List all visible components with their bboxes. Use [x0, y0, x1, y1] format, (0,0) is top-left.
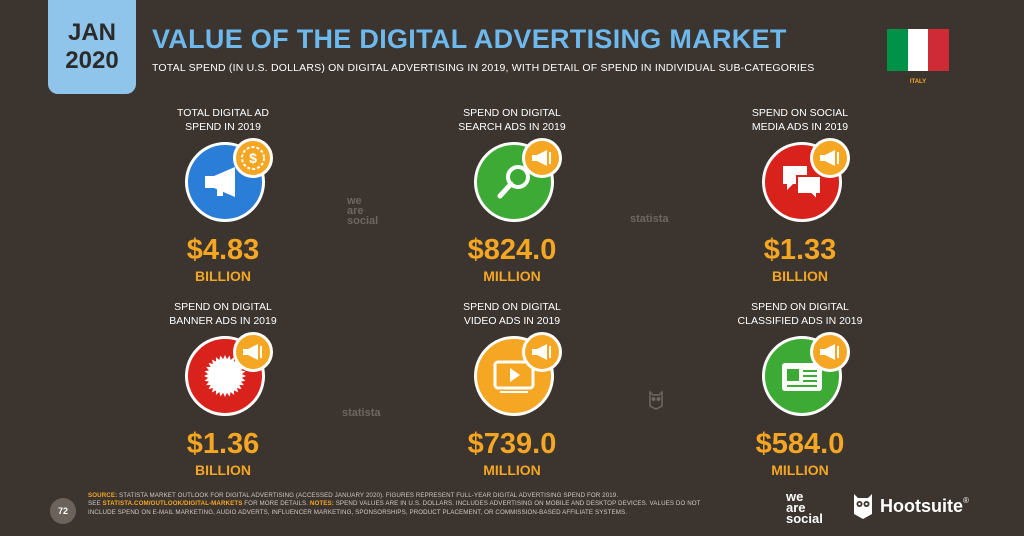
statista-watermark: statista [342, 407, 381, 419]
stat-card-unit: MILLION [483, 268, 541, 284]
registered-mark: ® [963, 496, 969, 505]
owl-watermark-icon [648, 390, 664, 412]
hootsuite-logo: Hootsuite ® [852, 492, 969, 520]
stat-card-video: SPEND ON DIGITAL VIDEO ADS IN 2019 $739.… [422, 298, 602, 478]
stat-card-unit: BILLION [772, 268, 828, 284]
megaphone-badge-icon [810, 138, 850, 178]
stat-card-label: SPEND ON DIGITAL SEARCH ADS IN 2019 [458, 107, 566, 133]
stat-card-unit: MILLION [771, 462, 829, 478]
date-badge: JAN 2020 [48, 0, 136, 94]
date-badge-month: JAN [67, 19, 116, 46]
source-text: STATISTA MARKET OUTLOOK FOR DIGITAL ADVE… [117, 492, 619, 499]
page-subtitle: TOTAL SPEND (IN U.S. DOLLARS) ON DIGITAL… [152, 62, 815, 74]
statista-watermark: statista [630, 213, 669, 225]
country-label: ITALY [909, 79, 927, 85]
dollar-coin-icon: $ [233, 138, 273, 178]
see-text: SEE [88, 500, 103, 508]
stat-card-search: SPEND ON DIGITAL SEARCH ADS IN 2019 $824… [422, 104, 602, 284]
stat-card-value: $1.36 [186, 428, 260, 460]
we-are-social-logo: we are social [786, 489, 823, 526]
owl-icon [854, 494, 872, 519]
date-badge-year: 2020 [65, 47, 119, 74]
stat-card-unit: BILLION [195, 268, 251, 284]
stat-card-label: SPEND ON DIGITAL CLASSIFIED ADS IN 2019 [737, 301, 863, 327]
megaphone-badge-icon [522, 138, 562, 178]
stat-card-value: $824.0 [467, 234, 557, 266]
stat-card-label: SPEND ON SOCIAL MEDIA ADS IN 2019 [751, 107, 849, 133]
stat-card-label: SPEND ON DIGITAL BANNER ADS IN 2019 [169, 301, 277, 327]
page-number: 72 [50, 498, 76, 524]
stat-card-value: $584.0 [755, 428, 845, 460]
stat-card-label: TOTAL DIGITAL AD SPEND IN 2019 [177, 107, 269, 133]
svg-text:$: $ [249, 150, 257, 166]
footer-notes: SOURCE: STATISTA MARKET OUTLOOK FOR DIGI… [88, 492, 728, 517]
page-title: VALUE OF THE DIGITAL ADVERTISING MARKET [152, 24, 787, 54]
stat-card-unit: MILLION [483, 462, 541, 478]
we-are-social-watermark: we are social [347, 195, 379, 227]
stat-card-total: TOTAL DIGITAL AD SPEND IN 2019 $ $4.83 B… [133, 104, 313, 284]
stat-card-unit: BILLION [195, 462, 251, 478]
source-label: SOURCE: [88, 492, 118, 499]
megaphone-badge-icon [522, 332, 562, 372]
megaphone-badge-icon [810, 332, 850, 372]
stat-card-label: SPEND ON DIGITAL VIDEO ADS IN 2019 [463, 301, 561, 327]
more-text: FOR MORE DETAILS. [242, 500, 310, 508]
stat-card-value: $1.33 [763, 234, 837, 266]
stat-card-classified: SPEND ON DIGITAL CLASSIFIED ADS IN 2019 … [710, 298, 890, 478]
stat-card-value: $739.0 [467, 428, 557, 460]
notes-label: NOTES: [309, 500, 334, 508]
italy-flag-icon [887, 29, 950, 71]
hootsuite-wordmark: Hootsuite [880, 495, 963, 516]
stat-card-social: SPEND ON SOCIAL MEDIA ADS IN 2019 $1.33 … [710, 104, 890, 284]
statista-link[interactable]: STATISTA.COM/OUTLOOK/DIGITAL-MARKETS [102, 500, 243, 508]
megaphone-badge-icon [233, 332, 273, 372]
stat-card-banner: SPEND ON DIGITAL BANNER ADS IN 2019 $1.3… [133, 298, 313, 478]
notes-text: SPEND VALUES ARE IN U.S. DOLLARS. INCLUD… [88, 500, 701, 516]
stat-card-value: $4.83 [186, 234, 260, 266]
